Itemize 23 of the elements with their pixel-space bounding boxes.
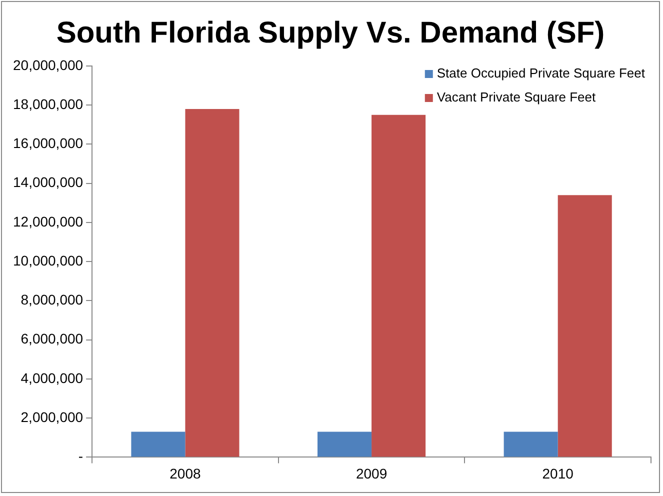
bar [504, 432, 558, 457]
y-tick-label: 12,000,000 [12, 213, 84, 230]
bar [131, 432, 186, 457]
chart-title: South Florida Supply Vs. Demand (SF) [56, 16, 605, 50]
bar [558, 195, 612, 457]
y-tick-label: - [78, 448, 84, 464]
x-tick-label: 2009 [356, 465, 388, 482]
y-tick-label: 6,000,000 [20, 330, 84, 347]
y-tick-label: 20,000,000 [12, 56, 84, 73]
y-tick-label: 10,000,000 [12, 252, 84, 268]
x-tick-label: 2008 [170, 465, 202, 482]
x-tick-label: 2010 [542, 465, 574, 482]
bar [185, 109, 240, 457]
y-tick-label: 4,000,000 [20, 370, 84, 386]
y-tick-label: 14,000,000 [12, 174, 84, 190]
legend-label: State Occupied Private Square Feet [436, 66, 646, 81]
y-tick-label: 16,000,000 [12, 135, 84, 152]
y-tick-label: 2,000,000 [20, 408, 84, 425]
y-tick-label: 8,000,000 [20, 292, 84, 308]
bar [372, 114, 426, 457]
bar [318, 432, 372, 457]
y-tick-label: 18,000,000 [12, 96, 84, 112]
legend-label: Vacant Private Square Feet [436, 90, 596, 105]
